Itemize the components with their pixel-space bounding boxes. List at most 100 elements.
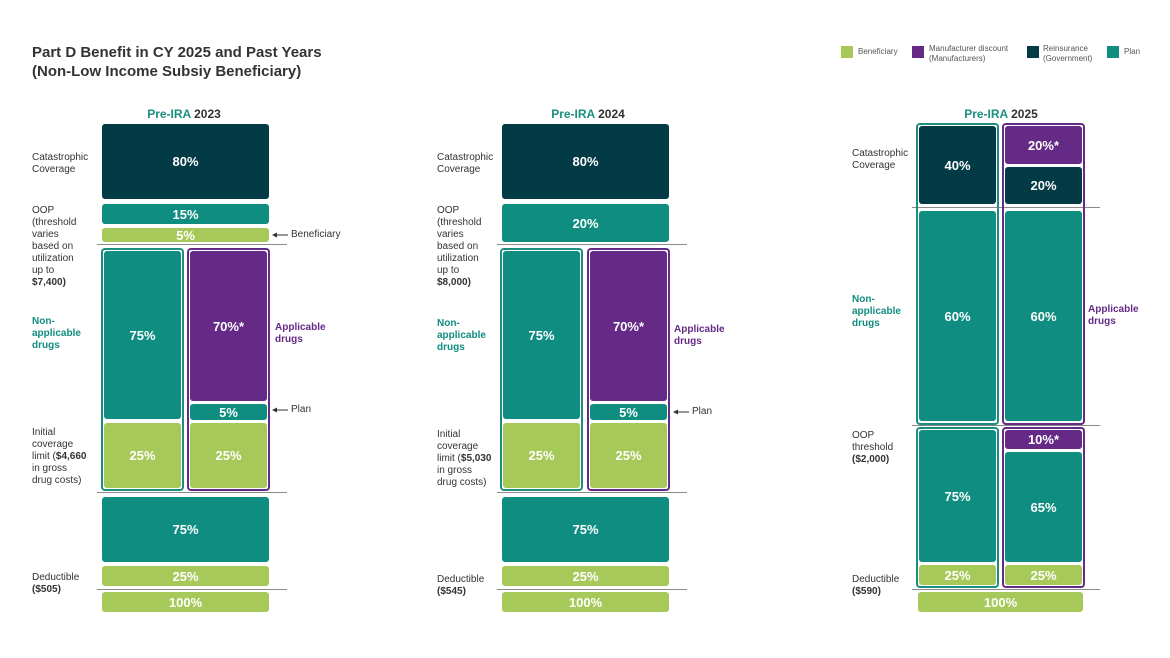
panel-2025-initial-app-beneficiary: 25% [1005,565,1082,585]
panel-2023-deductible-plan: 75% [102,497,269,562]
legend-swatch-manufacturer [912,46,924,58]
arrow-left-icon [272,232,288,237]
panel-2023-icl-line: limit ( [32,451,56,462]
legend-label-plan: Plan [1124,47,1141,56]
panel-2024-oop-line: (threshold [437,217,482,228]
panel-2024-icl-line: Initial [437,429,461,440]
panel-2023-annotation-beneficiary-text: Beneficiary [291,229,341,240]
panel-2023-oop-line: OOP [32,205,55,216]
panel-2024-nonapp-plan: 75% [503,251,580,419]
panel-2023-annotation-plan-text: Plan [291,404,312,415]
panel-2024-deductible-plan: 75% [502,497,669,562]
panel-2024-icl-line: limit ( [437,453,461,464]
panel-2025-app-outline-top [1002,123,1085,425]
panel-2023-catastrophic-plan: 15% [102,204,269,224]
panel-2023-nonapp-plan: 75% [104,251,181,419]
panel-2025-app-manufacturer: 10%* [1005,430,1082,449]
panel-2023-deductible-text: Deductible [32,572,80,583]
legend-item-beneficiary: Beneficiary [858,47,898,57]
legend-item-manufacturer: Manufacturer discount (Manufacturers) [929,44,1008,64]
panel-2025-catastrophic-nonapp-reinsurance: 40% [919,126,996,204]
panel-2023-oop-line: varies [32,229,59,240]
panel-2025-middle-nonapp-plan: 60% [919,211,996,421]
panel-2024-deductible-beneficiary: 25% [502,566,669,586]
arrow-left-icon [673,409,689,414]
panel-2024-line [497,492,687,493]
panel-2024-oop-line: based on [437,241,479,252]
panel-2024-app-beneficiary: 25% [590,423,667,488]
panel-2024-header-pre: Pre-IRA [551,107,595,121]
panel-2025-initial-nonapp-beneficiary: 25% [919,565,996,585]
panel-2025-catastrophic-app-reinsurance: 20% [1005,167,1082,204]
panel-2024-label-nonapp: Non-applicable drugs [437,318,486,353]
legend-swatch-reinsurance [1027,46,1039,58]
panel-2023-nonapp-outline [101,248,184,491]
panel-2025-label-catastrophic: Catastrophic Coverage [852,148,909,171]
panel-2023-icl-line: Initial [32,427,56,438]
panel-2024-header-year: 2024 [598,107,625,121]
panel-2024-label-deductible: Deductible ($545) [437,574,484,598]
panel-2023-app-plan: 5% [190,404,267,420]
panel-2025-oop-line: threshold [852,442,894,453]
legend-sublabel-reinsurance: (Government) [1043,54,1093,63]
panel-2025-initial-nonapp-plan: 75% [919,430,996,562]
panel-2025-initial-app-plan: 65% [1005,452,1082,562]
legend-label-beneficiary: Beneficiary [858,47,898,56]
panel-2024-icl-line: in gross [437,465,473,476]
panel-2024-oop-line: varies [437,229,464,240]
panel-2025-deductible-amount: ($590) [852,586,881,597]
panel-2025-label-deductible: Deductible ($590) [852,574,899,598]
panel-2023-label-oop: OOP (threshold varies based on utilizati… [32,205,94,289]
panel-2025-header: Pre-IRA 2025 [916,107,1086,121]
legend-swatch-beneficiary [841,46,853,58]
panel-2023-line [97,492,287,493]
panel-2024-app-outline [587,248,670,491]
panel-2024-catastrophic-reinsurance: 80% [502,124,669,199]
panel-2024-icl-amount: $5,030 [460,453,492,464]
panel-2025-middle-app-plan: 60% [1005,211,1082,421]
panel-2023-catastrophic-beneficiary: 5% [102,228,269,243]
panel-2025-below-deductible-beneficiary: 100% [918,592,1083,612]
panel-2023-app-outline [187,248,270,491]
panel-2023-oop-amount: $7,400) [32,277,66,288]
legend-label-reinsurance: Reinsurance [1043,44,1088,53]
panel-2023-header-pre: Pre-IRA [147,107,191,121]
legend-label-manufacturer: Manufacturer discount [929,44,1009,53]
panel-2024-deductible-text: Deductible [437,574,485,585]
panel-2023-deductible-amount: ($505) [32,584,61,595]
panel-2023-app-manufacturer: 70%* [190,251,267,401]
panel-2023-label-nonapp: Non-applicable drugs [32,316,81,351]
panel-2024-icl-line: coverage [437,441,479,452]
panel-2024-oop-line: up to [437,265,460,276]
legend-item-reinsurance: Reinsurance (Government) [1043,44,1092,64]
panel-2024-label-icl: Initial coverage limit ($5,030 in gross … [437,429,499,489]
panel-2023-icl-line: coverage [32,439,74,450]
panel-2023-nonapp-beneficiary: 25% [104,423,181,488]
panel-2023-annotation-beneficiary: Beneficiary [272,229,340,240]
panel-2023-annotation-plan: Plan [272,404,311,415]
panel-2024-deductible-amount: ($545) [437,586,466,597]
panel-2024-app-manufacturer: 70%* [590,251,667,401]
panel-2025-line [912,207,1100,208]
panel-2024-oop-amount: $8,000) [437,277,471,288]
panel-2024-nonapp-outline [500,248,583,491]
panel-2023-icl-line: drug costs) [32,475,82,486]
panel-2023-oop-line: up to [32,265,55,276]
panel-2023-oop-line: (threshold [32,217,77,228]
panel-2023-line [97,244,287,245]
chart-title-line2: (Non-Low Income Subsiy Beneficiary) [32,63,302,80]
panel-2023-deductible-beneficiary: 25% [102,566,269,586]
legend-item-plan: Plan [1124,47,1140,57]
panel-2024-oop-line: OOP [437,205,460,216]
panel-2024-line [497,589,687,590]
panel-2025-oop-amount: ($2,000) [852,454,890,465]
panel-2024-nonapp-beneficiary: 25% [503,423,580,488]
panel-2024-label-oop: OOP (threshold varies based on utilizati… [437,205,499,289]
panel-2024-app-plan: 5% [590,404,667,420]
panel-2025-label-applicable: Applicable drugs [1088,304,1139,327]
panel-2025-app-outline-bottom [1002,427,1085,588]
panel-2024-annotation-plan: Plan [673,406,712,417]
panel-2023-label-deductible: Deductible ($505) [32,572,79,596]
panel-2024-line [497,244,687,245]
panel-2023-icl-line: in gross [32,463,68,474]
